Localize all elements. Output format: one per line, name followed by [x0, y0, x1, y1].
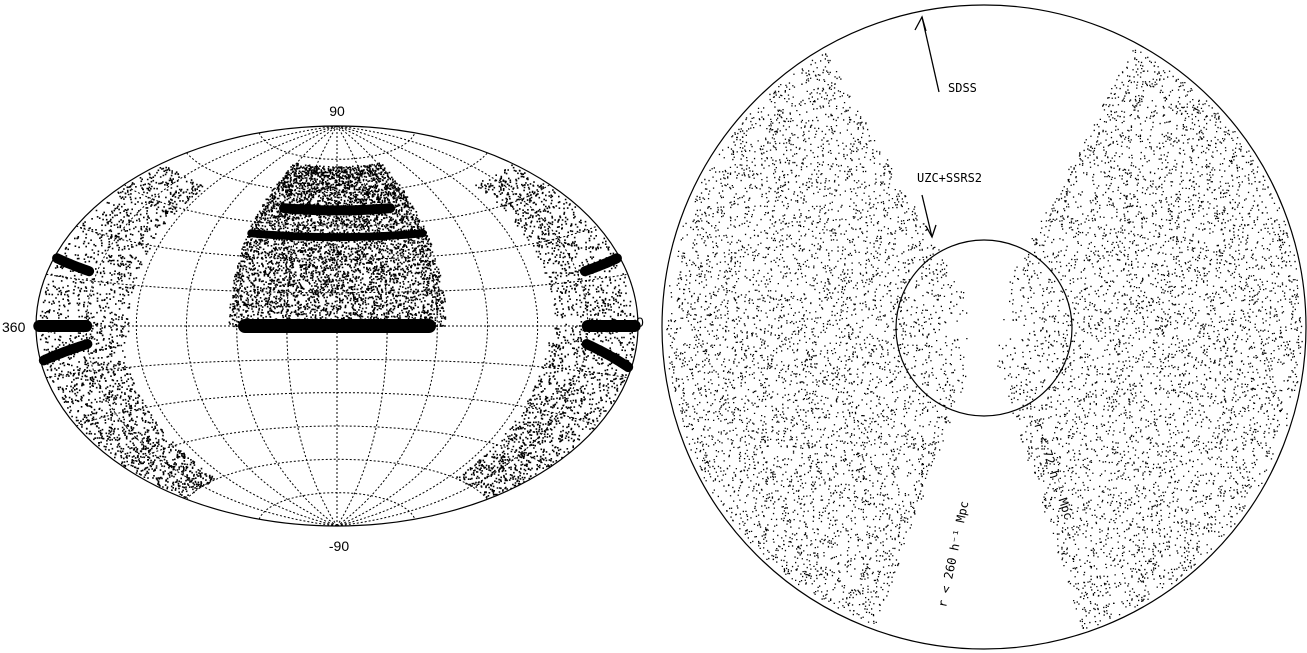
label-sdss: SDSS: [948, 81, 977, 95]
dots-east-north: [475, 164, 636, 344]
parallel-line: [123, 184, 551, 227]
sdss-arrow: [921, 16, 940, 93]
parallel-line: [123, 425, 551, 468]
wedge-right-galaxies: [997, 49, 1303, 629]
uzc-arrowhead: [925, 224, 937, 239]
label-lon-0: 0: [636, 314, 644, 330]
label-lat-90: 90: [329, 103, 345, 119]
parallel-line: [258, 132, 416, 160]
aitoff-outline: [35, 125, 639, 527]
redshift-cone-diagram: SDSS UZC+SSRS2 r < 260 h⁻¹ Mpc r < 72 h⁻…: [661, 4, 1307, 650]
outer-circle: [661, 4, 1307, 650]
meridian-line: [336, 125, 489, 527]
dots-west-north: [39, 166, 204, 344]
label-outer-radius: r < 260 h⁻¹ Mpc: [935, 500, 971, 609]
meridian-line: [336, 125, 539, 527]
label-lat-minus-90: -90: [329, 538, 349, 554]
survey-stripes: [33, 203, 641, 373]
stripe-left-lower: [38, 339, 93, 366]
dots-east-south: [456, 340, 635, 498]
meridian-line: [185, 125, 338, 527]
dots-west-south: [43, 340, 215, 498]
dots-north-cap: [228, 162, 447, 328]
stripe-arc-b: [247, 229, 427, 242]
stripe-arc-a: [279, 203, 395, 216]
sdss-arrowhead: [914, 15, 927, 32]
galaxy-distribution-wedge: [666, 49, 1303, 629]
label-lon-360: 360: [2, 319, 26, 335]
aitoff-sky-map: 90 -90 360 0: [2, 103, 644, 554]
inner-circle: [895, 239, 1073, 417]
uzc-arrow: [921, 194, 933, 238]
meridian-line: [135, 125, 338, 527]
stripe-right-upper: [579, 253, 622, 277]
stripe-right-lower: [581, 339, 634, 373]
stripe-left-upper: [52, 253, 95, 277]
label-uzc-ssrs2: UZC+SSRS2: [917, 171, 982, 185]
galaxy-distribution-sky: [39, 162, 636, 498]
wedge-left-galaxies: [666, 53, 968, 624]
